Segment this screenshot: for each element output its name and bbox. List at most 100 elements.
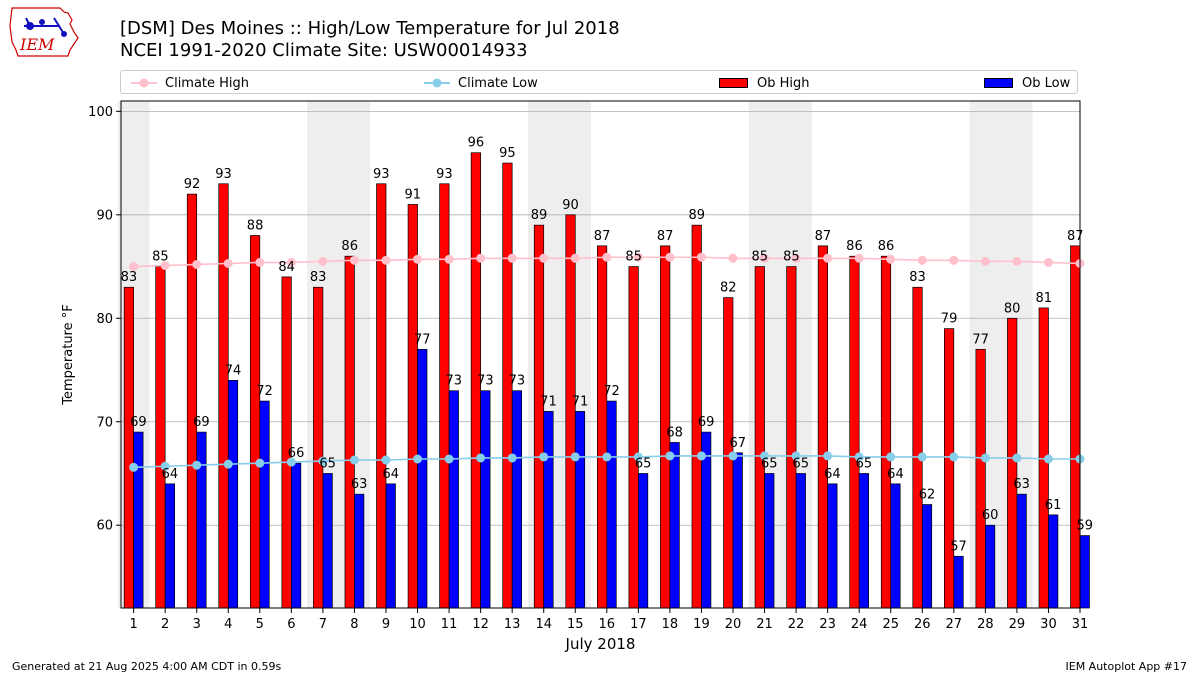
x-tick-label: 21: [756, 617, 773, 632]
climate-high-point: [854, 253, 864, 263]
climate-low-point: [255, 458, 265, 468]
x-tick-label: 7: [319, 617, 327, 632]
ob-high-bar: [596, 245, 608, 609]
ob-low-label: 66: [288, 446, 305, 461]
iem-logo[interactable]: IEM: [8, 6, 82, 58]
climate-high-point: [791, 253, 801, 263]
climate-low-point: [1043, 454, 1053, 464]
ob-low-label: 64: [162, 467, 179, 482]
ob-high-bar: [155, 266, 166, 609]
x-tick-label: 29: [1009, 617, 1026, 632]
ob-low-label: 65: [856, 456, 873, 471]
ob-low-bar: [354, 493, 365, 609]
x-tick-label: 4: [224, 617, 232, 632]
ob-low-label: 65: [319, 456, 336, 471]
ob-high-label: 81: [1035, 291, 1052, 306]
ob-high-bar: [1007, 317, 1018, 609]
legend-climate-low: Climate Low: [424, 75, 538, 91]
x-tick-label: 5: [256, 617, 264, 632]
ob-low-bar: [827, 483, 838, 609]
ob-high-bar: [249, 235, 261, 609]
ob-high-bar: [817, 245, 828, 609]
climate-low-point: [318, 456, 328, 466]
ob-high-bar: [565, 214, 576, 609]
climate-high-point: [1012, 256, 1022, 266]
ob-low-label: 69: [193, 415, 210, 430]
climate-low-point: [381, 455, 391, 465]
ob-high-label: 84: [278, 260, 295, 275]
x-tick-label: 12: [472, 617, 489, 632]
ob-low-bar: [858, 473, 869, 609]
climate-high-point: [728, 253, 738, 263]
x-tick-label: 28: [977, 617, 994, 632]
ob-low-bar: [764, 473, 775, 609]
climate-high-point: [886, 254, 896, 264]
ob-high-label: 83: [909, 270, 926, 285]
ob-low-label: 69: [130, 415, 147, 430]
ob-high-bar: [944, 328, 955, 609]
climate-high-point: [318, 256, 328, 266]
legend-ob-low: Ob Low: [984, 75, 1070, 91]
ob-low-label: 65: [793, 456, 810, 471]
climate-low-point: [286, 457, 296, 467]
ob-high-bar: [218, 183, 229, 609]
ob-low-label: 77: [414, 332, 431, 347]
climate-high-point: [602, 252, 612, 262]
x-tick-label: 13: [504, 617, 521, 632]
x-tick-label: 8: [350, 617, 358, 632]
y-tick-label: 70: [96, 415, 113, 430]
climate-high-point: [696, 252, 706, 262]
ob-low-label: 63: [1013, 477, 1030, 492]
ob-low-legend-swatch: [984, 78, 1013, 88]
climate-low-point: [160, 461, 170, 471]
legend-label: Climate Low: [458, 75, 538, 91]
ob-low-bar: [890, 483, 901, 609]
chart-title: [DSM] Des Moines :: High/Low Temperature…: [120, 18, 620, 62]
climate-high-point: [476, 253, 486, 263]
ob-low-bar: [164, 483, 175, 609]
climate-high-legend-marker: [131, 78, 157, 88]
ob-high-label: 77: [972, 332, 989, 347]
climate-low-point: [633, 452, 643, 462]
ob-high-label: 85: [625, 250, 642, 265]
ob-high-bar: [912, 286, 923, 609]
ob-low-label: 72: [256, 384, 273, 399]
ob-low-bar: [448, 390, 459, 609]
ob-low-label: 62: [919, 488, 936, 503]
ob-high-legend-swatch: [719, 78, 748, 88]
ob-low-bar: [196, 431, 207, 609]
climate-high-point: [255, 257, 265, 267]
ob-low-label: 71: [540, 394, 557, 409]
ob-high-label: 89: [688, 208, 705, 223]
climate-low-point: [696, 451, 706, 461]
ob-low-label: 67: [729, 436, 746, 451]
ob-high-bar: [975, 348, 986, 609]
climate-low-point: [129, 462, 139, 472]
climate-low-point: [444, 454, 454, 464]
title-line-2: NCEI 1991-2020 Climate Site: USW00014933: [120, 40, 528, 61]
ob-low-label: 73: [509, 374, 526, 389]
climate-low-point: [349, 455, 359, 465]
climate-low-point: [949, 452, 959, 462]
ob-low-bar: [606, 400, 617, 609]
climate-high-point: [286, 257, 296, 267]
climate-low-point: [539, 452, 549, 462]
title-line-1: [DSM] Des Moines :: High/Low Temperature…: [120, 18, 620, 39]
ob-high-label: 87: [594, 229, 611, 244]
legend-label: Climate High: [165, 75, 250, 91]
climate-high-point: [507, 253, 517, 263]
climate-high-point: [760, 253, 770, 263]
ob-high-bar: [849, 255, 860, 609]
x-tick-label: 25: [882, 617, 899, 632]
x-tick-label: 23: [819, 617, 836, 632]
ob-high-label: 93: [373, 167, 390, 182]
climate-high-point: [980, 256, 990, 266]
ob-high-label: 96: [468, 136, 485, 151]
x-tick-label: 30: [1040, 617, 1057, 632]
ob-low-label: 60: [982, 508, 999, 523]
climate-high-point: [381, 255, 391, 265]
climate-high-point: [349, 255, 359, 265]
generated-note: Generated at 21 Aug 2025 4:00 AM CDT in …: [12, 660, 282, 673]
ob-high-label: 80: [1004, 301, 1021, 316]
